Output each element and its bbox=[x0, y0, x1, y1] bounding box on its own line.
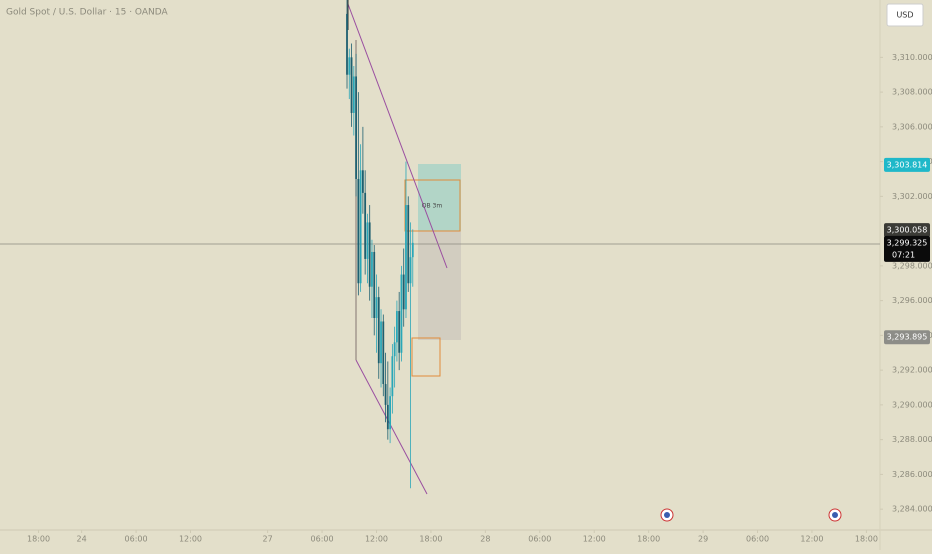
x-tick-label: 18:00 bbox=[27, 535, 50, 544]
candle-body bbox=[409, 257, 412, 284]
trend-line bbox=[347, 3, 448, 269]
y-tick-label: 3,310.000 bbox=[892, 53, 932, 62]
candle-body bbox=[366, 222, 369, 259]
event-icon[interactable] bbox=[660, 508, 674, 522]
price-label: 3,293.895 bbox=[887, 333, 928, 342]
candle-body bbox=[380, 321, 382, 364]
y-tick-label: 3,298.000 bbox=[892, 261, 932, 270]
y-tick-label: 3,308.000 bbox=[892, 88, 932, 97]
candle-body bbox=[396, 311, 398, 343]
x-tick-label: 06:00 bbox=[528, 535, 551, 544]
x-tick-label: 12:00 bbox=[179, 535, 202, 544]
price-label-box bbox=[884, 235, 930, 262]
x-tick-label: 06:00 bbox=[311, 535, 334, 544]
candle-body bbox=[364, 192, 367, 259]
y-tick-label: 3,286.000 bbox=[892, 470, 932, 479]
candle-body bbox=[391, 356, 394, 397]
price-label: 3,303.814 bbox=[887, 160, 928, 169]
candle-body bbox=[384, 384, 387, 405]
currency-button[interactable] bbox=[886, 3, 924, 27]
x-tick-label: 18:00 bbox=[419, 535, 442, 544]
candle-body bbox=[400, 274, 403, 353]
candle-body bbox=[398, 311, 401, 353]
y-tick-label: 3,290.000 bbox=[892, 400, 932, 409]
candle-body bbox=[346, 13, 348, 75]
x-tick-label: 06:00 bbox=[125, 535, 148, 544]
candle-body bbox=[350, 57, 353, 113]
trend-line bbox=[355, 359, 428, 495]
candle-body bbox=[405, 205, 407, 310]
x-tick-label: 12:00 bbox=[365, 535, 388, 544]
price-label-box bbox=[884, 223, 930, 238]
candle-body bbox=[359, 170, 362, 284]
order-block-box bbox=[411, 337, 441, 377]
y-tick-label: 3,288.000 bbox=[892, 435, 932, 444]
x-tick-label: 29 bbox=[698, 535, 708, 544]
y-tick-label: 3,284.000 bbox=[892, 505, 932, 514]
candle-body bbox=[348, 57, 351, 75]
x-tick-label: 18:00 bbox=[855, 535, 878, 544]
candle-body bbox=[386, 404, 389, 430]
order-block-box bbox=[404, 179, 461, 232]
candle-body bbox=[402, 274, 405, 310]
candle-body bbox=[407, 205, 410, 284]
price-label: 3,299.325 bbox=[887, 238, 928, 247]
price-label: 3,300.058 bbox=[887, 226, 928, 235]
candle-body bbox=[377, 297, 380, 364]
x-tick-label: 12:00 bbox=[583, 535, 606, 544]
event-icon[interactable] bbox=[828, 508, 842, 522]
candle-body bbox=[382, 321, 385, 385]
price-label-box bbox=[884, 157, 930, 172]
x-tick-label: 24 bbox=[77, 535, 87, 544]
candle-body bbox=[373, 251, 376, 318]
position-profit-zone bbox=[418, 164, 461, 231]
y-tick-label: 3,296.000 bbox=[892, 296, 932, 305]
x-tick-label: 06:00 bbox=[746, 535, 769, 544]
candle-body bbox=[357, 178, 360, 284]
currency-label: USD bbox=[896, 11, 913, 20]
y-tick-label: 3,306.000 bbox=[892, 122, 932, 131]
candle-body bbox=[371, 251, 373, 287]
chart-title: Gold Spot / U.S. Dollar · 15 · OANDA bbox=[6, 8, 169, 18]
candle-body bbox=[375, 297, 378, 318]
y-tick-label: 3,292.000 bbox=[892, 366, 932, 375]
candle-body bbox=[355, 76, 357, 179]
x-tick-label: 27 bbox=[263, 535, 273, 544]
drawings: OB 3m bbox=[0, 0, 880, 522]
x-tick-label: 18:00 bbox=[637, 535, 660, 544]
y-tick-label: 3,302.000 bbox=[892, 192, 932, 201]
candles bbox=[346, 0, 414, 489]
candle-body bbox=[352, 76, 355, 113]
candle-body bbox=[393, 342, 396, 357]
candle-body bbox=[411, 242, 414, 258]
countdown-label: 07:21 bbox=[892, 250, 915, 259]
candle-body bbox=[389, 396, 392, 430]
zone-label: OB 3m bbox=[422, 203, 443, 210]
price-label-box bbox=[884, 330, 930, 345]
x-tick-label: 12:00 bbox=[800, 535, 823, 544]
x-tick-label: 28 bbox=[480, 535, 490, 544]
candle-body bbox=[361, 170, 364, 193]
candle-body bbox=[368, 222, 371, 287]
